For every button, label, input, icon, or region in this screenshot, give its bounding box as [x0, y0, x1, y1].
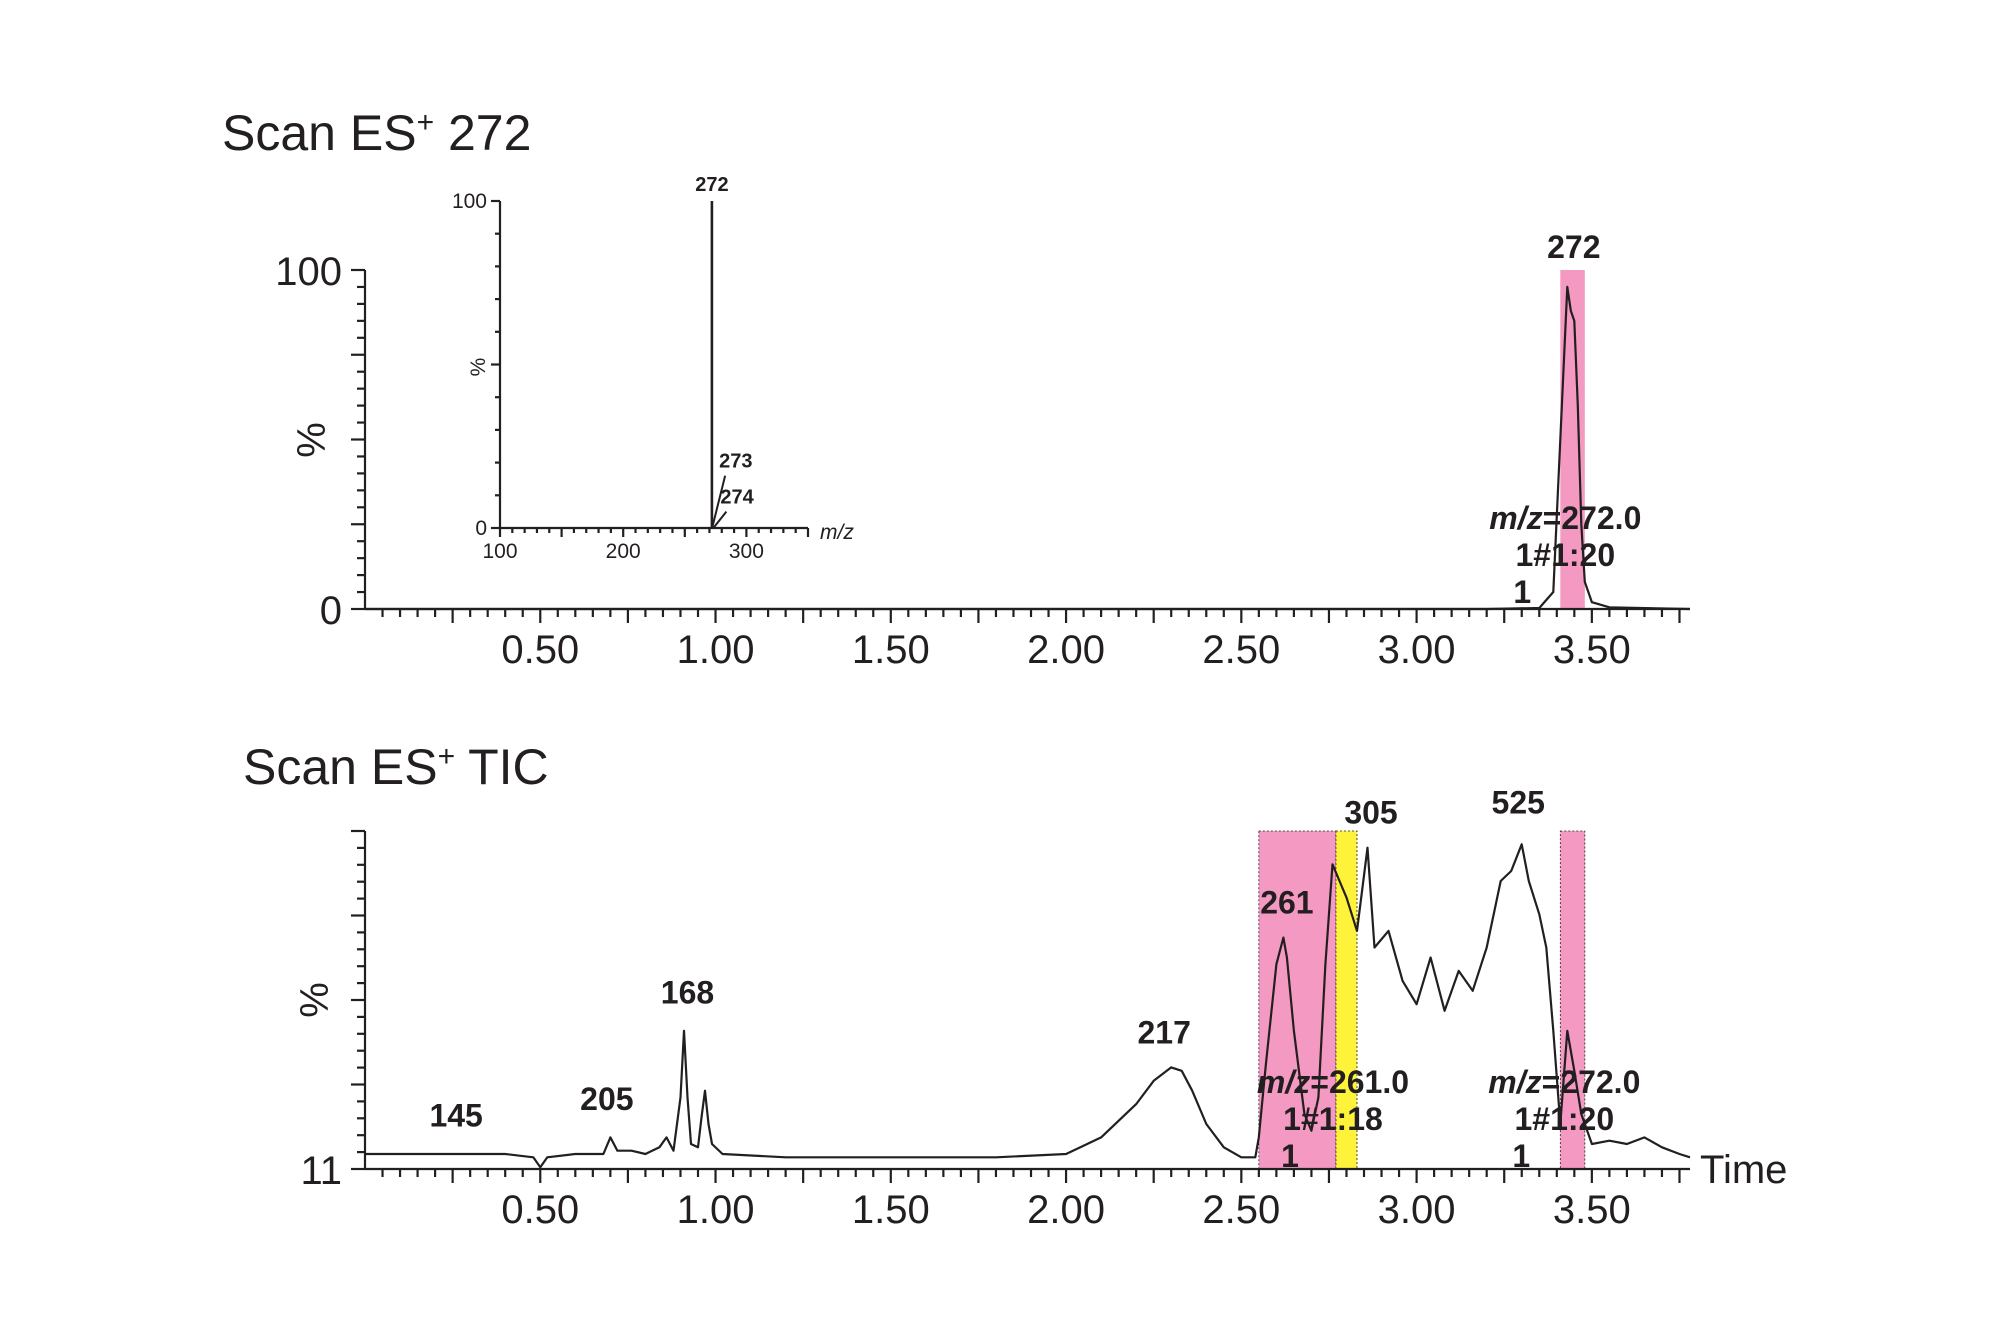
- top-y-axis-label: %: [290, 422, 334, 458]
- x-tick-label: 2.50: [1202, 628, 1280, 672]
- bottom-peak-labels: 145 205 168 217 261 305 525: [429, 785, 1544, 1134]
- peak-label: 525: [1492, 785, 1545, 821]
- annotation-mz-value: =272.0: [1542, 1064, 1641, 1100]
- peak-label: 305: [1344, 795, 1397, 831]
- x-tick-label: 3.00: [1378, 628, 1456, 672]
- peak-label: 205: [580, 1081, 633, 1117]
- annotation-mz-value: =272.0: [1543, 500, 1642, 536]
- bottom-trace: [365, 843, 1691, 1169]
- inset-bar: [712, 511, 728, 529]
- inset-x-axis-label: m/z: [820, 521, 854, 544]
- bottom-y-axis-label: %: [293, 982, 337, 1018]
- inset-x-tick-label: 100: [482, 540, 517, 563]
- x-tick-label: 2.50: [1202, 1188, 1280, 1232]
- x-tick-label: 3.50: [1553, 1188, 1631, 1232]
- inset-bar-label: 273: [719, 451, 752, 473]
- peak-label: 217: [1138, 1014, 1191, 1050]
- annotation-mz: m/z=272.0: [1489, 500, 1641, 536]
- bottom-chart: Scan ES+ TIC 0.50 1.00 1.50 2.00 2.50 3.00 3.5…: [243, 739, 1787, 1232]
- top-trace: [365, 285, 1691, 611]
- annotation-scan: 1#1:18: [1283, 1101, 1383, 1137]
- annotation-mz: m/z=272.0: [1488, 1064, 1640, 1100]
- annotation-index: 1: [1512, 1138, 1530, 1174]
- peak-label: 272: [1547, 229, 1600, 265]
- x-tick-label: 0.50: [501, 1188, 579, 1232]
- inset-y-axis-label: %: [467, 358, 490, 377]
- annotation-mz: m/z=261.0: [1257, 1064, 1409, 1100]
- inset-y-tick-label: 0: [475, 517, 487, 540]
- top-annotation: m/z=272.01#1:201: [1489, 500, 1641, 610]
- inset-bar: [711, 475, 727, 529]
- x-tick-label: 1.00: [677, 628, 755, 672]
- peak-label: 168: [661, 974, 714, 1010]
- annotation-index: 1: [1513, 574, 1531, 610]
- annotation-mz-italic: m/z: [1489, 500, 1542, 536]
- annotation-scan: 1#1:20: [1515, 537, 1615, 573]
- bottom-chart-title: Scan ES+ TIC: [243, 739, 549, 795]
- x-tick-label: 2.00: [1027, 628, 1105, 672]
- peak-label: 261: [1260, 885, 1313, 921]
- y-tick-label: 0: [320, 589, 342, 633]
- top-chart: Scan ES+ 272 0.50 1.00 1.50 2.00 2.50 3.00 3.5…: [222, 105, 1691, 672]
- top-peak-labels: 272: [1547, 229, 1600, 265]
- inset-x-tick-label: 300: [729, 540, 764, 563]
- annotation-index: 1: [1281, 1138, 1299, 1174]
- annotation-scan: 1#1:20: [1514, 1101, 1614, 1137]
- inset-bar-label: 272: [695, 174, 728, 196]
- x-tick-label: 1.00: [677, 1188, 755, 1232]
- peak-label: 145: [429, 1098, 482, 1134]
- annotation-mz-value: =261.0: [1310, 1064, 1409, 1100]
- inset-bars: 272 273 274: [695, 174, 755, 529]
- annotation-mz-italic: m/z: [1488, 1064, 1541, 1100]
- annotation-mz-italic: m/z: [1257, 1064, 1310, 1100]
- x-tick-label: 1.50: [852, 628, 930, 672]
- inset-x-tick-label: 200: [606, 540, 641, 563]
- x-tick-label: 0.50: [501, 628, 579, 672]
- x-tick-label: 3.00: [1378, 1188, 1456, 1232]
- top-chart-title: Scan ES+ 272: [222, 105, 531, 161]
- top-trace-line: [365, 285, 1691, 611]
- y-tick-label: 11: [300, 1149, 342, 1193]
- x-tick-label: 3.50: [1553, 628, 1631, 672]
- x-tick-label: 1.50: [852, 1188, 930, 1232]
- x-tick-label: 2.00: [1027, 1188, 1105, 1232]
- inset-y-tick-label: 100: [452, 190, 487, 213]
- y-tick-label: 100: [275, 250, 342, 294]
- bottom-x-axis-label: Time: [1700, 1148, 1787, 1192]
- bottom-trace-line: [365, 843, 1691, 1169]
- inset-bar-label: 274: [720, 487, 754, 509]
